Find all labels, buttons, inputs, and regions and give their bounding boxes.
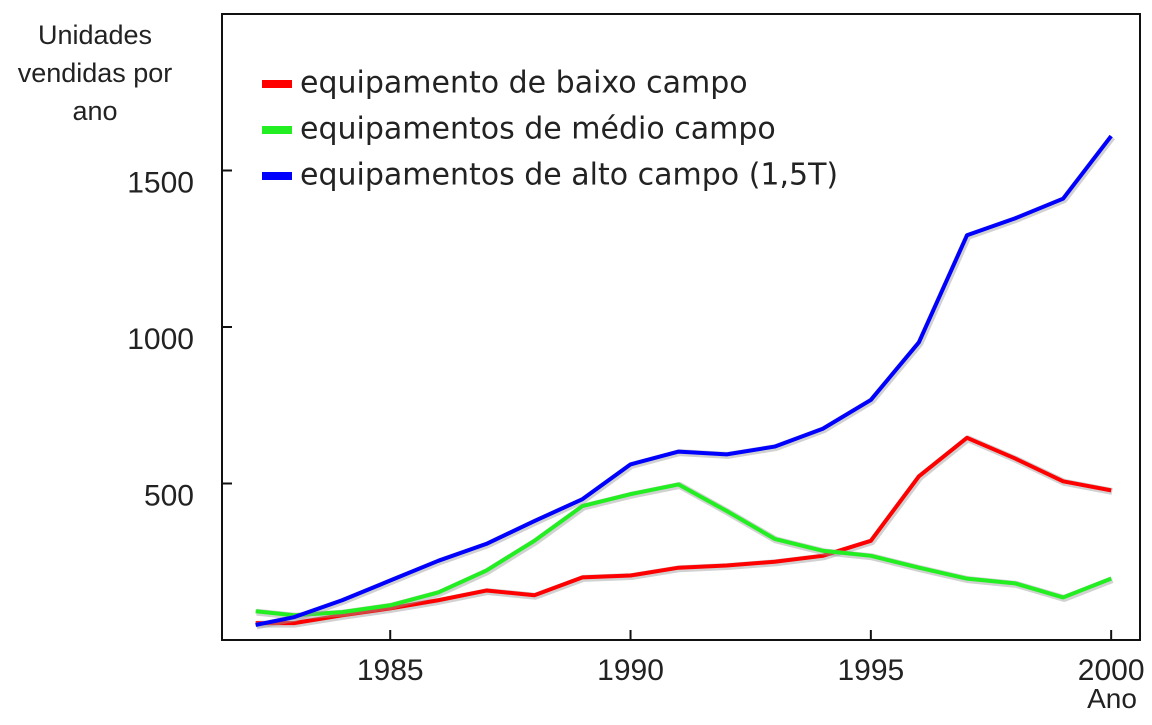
x-axis-label: Ano (1087, 683, 1137, 714)
x-tick-label: 1985 (357, 654, 424, 687)
x-tick-label: 1995 (837, 654, 904, 687)
y-tick-label: 1500 (127, 166, 194, 199)
series-line (255, 482, 1112, 618)
y-tick-label: 500 (144, 479, 194, 512)
legend-swatch (262, 172, 292, 180)
legend-label: equipamentos de alto campo (1,5T) (300, 158, 838, 193)
series-line-shadow (256, 435, 1113, 628)
series-line-shadow (256, 481, 1114, 620)
legend-label: equipamento de baixo campo (300, 66, 748, 101)
legend-swatch (262, 126, 292, 134)
series-line (255, 134, 1113, 627)
y-tick-label: 1000 (127, 323, 194, 356)
x-tick-label: 1990 (597, 654, 664, 687)
y-axis-label: Unidades vendidas por ano (17, 20, 173, 126)
legend: equipamento de baixo campo equipamentos d… (262, 66, 838, 193)
x-tick-label: 2000 (1078, 654, 1145, 687)
legend-label: equipamentos de médio campo (300, 112, 776, 147)
plot-frame (221, 13, 1141, 641)
series-line (255, 435, 1112, 626)
series-line-shadow (255, 134, 1115, 630)
legend-swatch (262, 80, 292, 88)
